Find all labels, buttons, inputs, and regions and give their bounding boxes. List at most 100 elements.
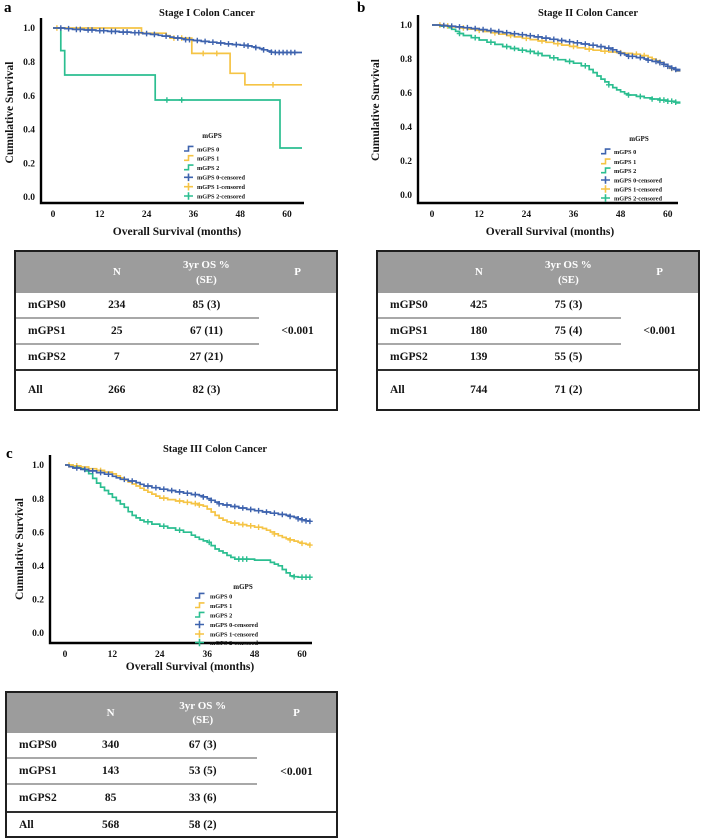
x-tick-label: 36 xyxy=(569,210,579,220)
legend-label: mGPS 1 xyxy=(614,159,636,166)
cell-n: 234 xyxy=(80,293,154,319)
header-os: 3yr OS % (SE) xyxy=(148,693,258,733)
legend-label: mGPS 2 xyxy=(210,612,232,619)
panel-letter-c: c xyxy=(6,446,13,462)
y-tick-label: 0.8 xyxy=(23,58,35,68)
legend-censor-glyph xyxy=(601,176,610,184)
survival-curve-mgps-0 xyxy=(65,464,311,523)
legend-censor-glyph xyxy=(184,192,193,200)
legend-censor-glyph xyxy=(184,182,193,191)
y-tick-label: 0.2 xyxy=(32,596,44,606)
censor-marks-mgps-1 xyxy=(66,462,313,548)
chart-title: Stage III Colon Cancer xyxy=(163,444,267,455)
panel-letter-a: a xyxy=(4,0,12,16)
header-n: N xyxy=(442,252,516,293)
cell-os: 53 (5) xyxy=(148,759,258,785)
x-axis-label: Overall Survival (months) xyxy=(113,226,242,238)
cell-os: 58 (2) xyxy=(148,811,258,836)
os-table-stage-i: N 3yr OS % (SE) P mGPS0 234 85 (3) <0.001… xyxy=(14,250,338,411)
censor-marks-mgps-0 xyxy=(58,25,298,56)
cell-n: 744 xyxy=(442,369,516,409)
km-chart-stage-ii: 1.0 0.8 0.6 0.4 0.2 0.0 0 12 24 36 48 60 Stage II Co… xyxy=(370,8,681,238)
header-empty xyxy=(378,252,442,293)
x-tick-label: 36 xyxy=(202,650,212,660)
legend-label: mGPS 0-censored xyxy=(197,175,245,182)
cell-os: 82 (3) xyxy=(153,369,260,409)
y-tick-label: 0.4 xyxy=(400,123,412,133)
y-axis-label: Cumulative Survival xyxy=(4,62,16,164)
cell-n: 425 xyxy=(442,293,516,319)
x-tick-label: 0 xyxy=(430,210,435,220)
legend-label: mGPS 1-censored xyxy=(614,186,662,193)
row-label: mGPS0 xyxy=(16,293,80,319)
y-tick-label: 0.2 xyxy=(400,157,412,167)
cell-n: 266 xyxy=(80,369,154,409)
cell-empty xyxy=(257,811,336,836)
y-tick-label: 0.6 xyxy=(32,528,44,538)
legend-line-glyph xyxy=(184,145,194,152)
legend-censor-glyph xyxy=(195,638,204,647)
x-tick-label: 12 xyxy=(108,650,118,660)
legend-line-glyph xyxy=(195,602,205,609)
cell-empty xyxy=(621,369,698,409)
cell-n: 180 xyxy=(442,319,516,345)
censor-marks-mgps-2 xyxy=(145,519,313,580)
legend-line-glyph xyxy=(184,164,194,171)
x-tick-label: 60 xyxy=(663,210,673,220)
y-axis-label: Cumulative Survival xyxy=(370,59,382,161)
panel-letter-b: b xyxy=(357,0,366,16)
y-tick-label: 0.0 xyxy=(23,193,35,203)
survival-curve-mgps-2 xyxy=(53,27,302,149)
y-axis-label: Cumulative Survival xyxy=(14,498,26,600)
y-tick-label: 1.0 xyxy=(32,461,44,471)
legend-label: mGPS 2 xyxy=(197,165,219,172)
y-tick-label: 0.0 xyxy=(32,629,44,639)
legend-label: mGPS 0 xyxy=(210,593,232,600)
censor-marks-mgps-2 xyxy=(164,97,185,103)
row-label: mGPS2 xyxy=(19,792,57,804)
legend-line-glyph xyxy=(184,154,194,162)
axes xyxy=(416,15,678,205)
os-table-stage-iii: N 3yr OS % (SE) P mGPS0 340 67 (3) <0.001… xyxy=(5,691,338,838)
legend-title: mGPS xyxy=(629,135,649,143)
cell-os: 75 (4) xyxy=(515,319,622,345)
y-tick-label: 0.8 xyxy=(400,55,412,65)
legend-label: mGPS 2-censored xyxy=(197,193,245,200)
x-tick-label: 12 xyxy=(474,210,484,220)
p-value: <0.001 xyxy=(280,766,313,778)
legend-label: mGPS 1-censored xyxy=(197,184,245,191)
x-tick-label: 12 xyxy=(95,210,105,220)
header-p: P xyxy=(259,252,336,293)
cell-os: 67 (3) xyxy=(148,733,258,759)
row-label: mGPS1 xyxy=(7,759,73,785)
legend-line-glyph xyxy=(601,148,611,155)
cell-os: 27 (21) xyxy=(189,351,224,363)
cell-n: 7 xyxy=(113,351,120,363)
legend-title: mGPS xyxy=(233,583,253,591)
cell-os: 33 (6) xyxy=(188,792,217,804)
cell-n: 25 xyxy=(80,319,154,345)
censor-marks-mgps-0 xyxy=(441,22,679,73)
survival-curve-mgps-2 xyxy=(65,464,310,579)
cell-os: 55 (5) xyxy=(554,351,583,363)
survival-curve-mgps-1 xyxy=(432,24,681,72)
x-tick-label: 24 xyxy=(142,210,152,220)
cell-n: 139 xyxy=(470,351,488,363)
legend-censor-glyph xyxy=(195,620,204,629)
cell-n: 143 xyxy=(72,759,149,785)
row-label: mGPS2 xyxy=(390,351,428,363)
legend-label: mGPS 2-censored xyxy=(210,640,258,647)
row-label: All xyxy=(16,369,80,409)
header-n: N xyxy=(72,693,149,733)
y-tick-label: 0.4 xyxy=(23,126,35,136)
km-chart-stage-i: 1.0 0.8 0.6 0.4 0.2 0.0 0 12 24 36 48 60 Stage I Col… xyxy=(4,8,304,238)
header-empty xyxy=(16,252,80,293)
x-tick-label: 48 xyxy=(616,210,626,220)
cell-os: 75 (3) xyxy=(515,293,622,319)
axes xyxy=(48,455,312,645)
legend-line-glyph xyxy=(601,158,611,165)
x-tick-label: 48 xyxy=(235,210,245,220)
os-table-stage-ii: N 3yr OS % (SE) P mGPS0 425 75 (3) <0.001… xyxy=(376,250,700,411)
x-tick-label: 36 xyxy=(189,210,199,220)
